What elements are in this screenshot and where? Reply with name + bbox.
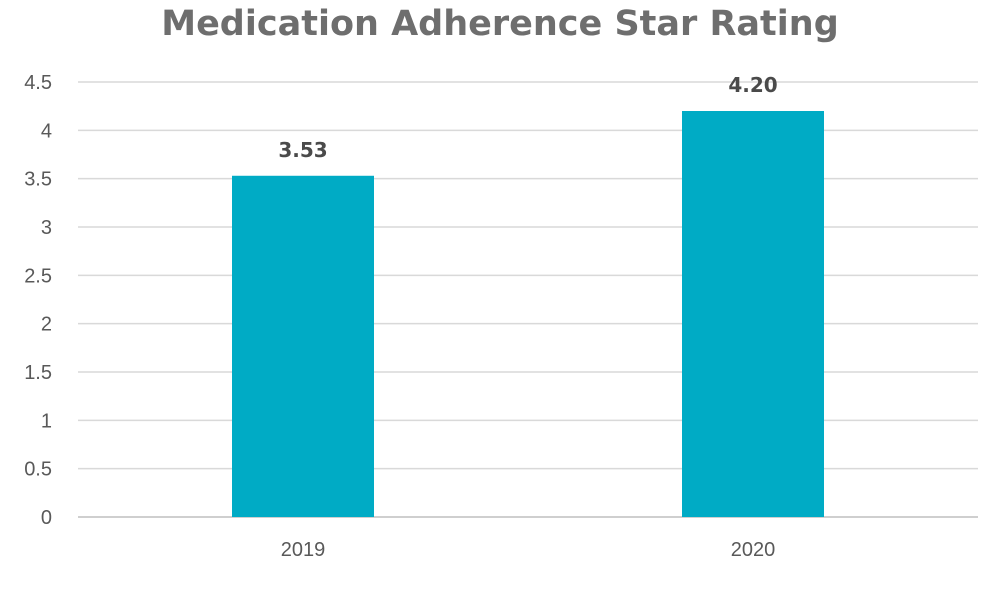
y-tick-label: 2.5	[24, 265, 52, 287]
y-tick-label: 0.5	[24, 459, 52, 481]
chart-title: Medication Adherence Star Rating	[161, 4, 839, 44]
y-tick-label: 3	[41, 217, 52, 239]
y-tick-label: 1	[41, 410, 52, 432]
x-tick-label: 2020	[731, 539, 776, 561]
gridlines	[78, 81, 978, 518]
y-axis-tick-labels: 0 0.5 1 1.5 2 2.5 3 3.5 4 4.5	[24, 72, 52, 529]
x-tick-label: 2019	[281, 539, 326, 561]
y-tick-label: 4.5	[24, 72, 52, 94]
data-label: 4.20	[728, 73, 777, 97]
y-tick-label: 2	[41, 314, 52, 336]
y-tick-label: 1.5	[24, 362, 52, 384]
x-axis-tick-labels: 2019 2020	[281, 539, 776, 561]
y-tick-label: 4	[41, 120, 52, 142]
bar-2020	[682, 111, 824, 517]
bar-2019	[232, 175, 374, 517]
y-tick-label: 0	[41, 507, 52, 529]
y-tick-label: 3.5	[24, 169, 52, 191]
data-labels: 3.53 4.20	[278, 73, 777, 162]
bars	[232, 111, 824, 517]
data-label: 3.53	[278, 138, 327, 162]
